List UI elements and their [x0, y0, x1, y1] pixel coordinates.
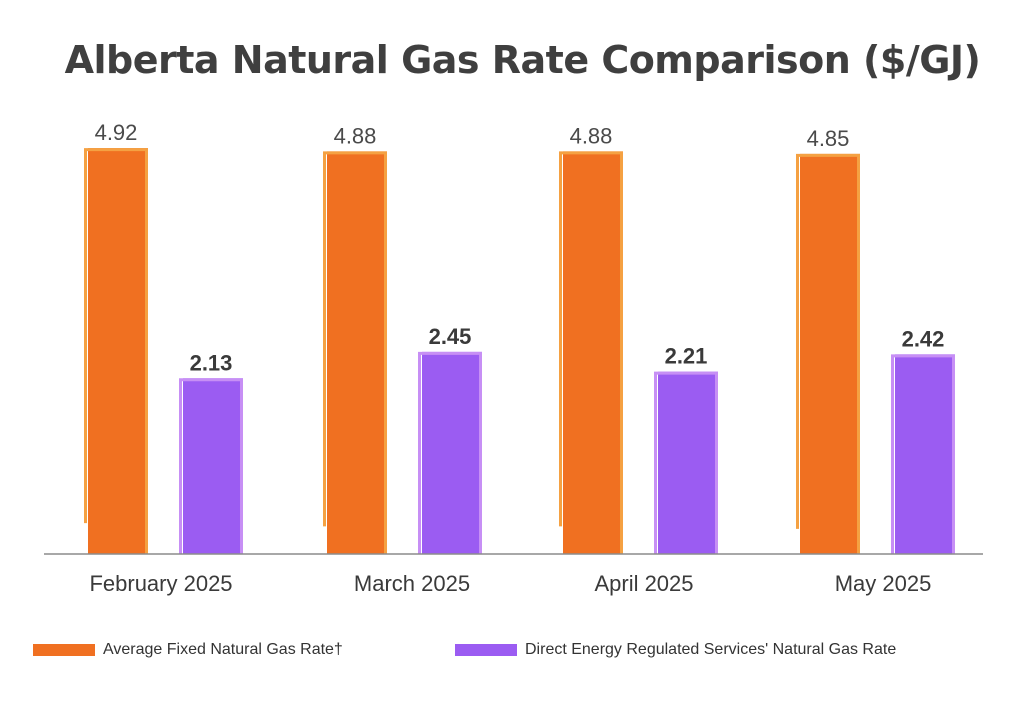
bar-edge-fixed-rate-may-2025	[796, 153, 860, 554]
legend-swatch-fixed-rate	[33, 644, 95, 656]
bar-fill-regulated-rate-may-2025	[895, 354, 955, 554]
x-tick-label-april-2025: April 2025	[594, 571, 693, 596]
bar-fill-fixed-rate-may-2025	[800, 153, 860, 554]
bar-edge-fixed-rate-february-2025	[84, 148, 148, 554]
data-label-regulated-rate-march-2025: 2.45	[429, 324, 472, 349]
data-label-fixed-rate-february-2025: 4.92	[95, 120, 138, 145]
data-label-fixed-rate-april-2025: 4.88	[570, 123, 613, 148]
bar-regulated-rate-february-2025	[179, 378, 243, 554]
data-label-regulated-rate-may-2025: 2.42	[902, 326, 945, 351]
bar-edge-regulated-rate-february-2025	[179, 378, 243, 554]
legend-label-regulated-rate: Direct Energy Regulated Services' Natura…	[525, 641, 897, 658]
bar-fill-regulated-rate-april-2025	[658, 371, 718, 554]
bar-fixed-rate-may-2025	[796, 153, 860, 554]
legend-swatch-regulated-rate	[455, 644, 517, 656]
data-label-regulated-rate-april-2025: 2.21	[665, 344, 708, 369]
bar-edge-regulated-rate-march-2025	[418, 351, 482, 554]
x-tick-label-february-2025: February 2025	[89, 571, 232, 596]
data-label-regulated-rate-february-2025: 2.13	[190, 350, 233, 375]
bar-fill-fixed-rate-february-2025	[88, 148, 148, 554]
bar-fill-regulated-rate-march-2025	[422, 351, 482, 554]
x-tick-label-may-2025: May 2025	[835, 571, 932, 596]
chart-title: Alberta Natural Gas Rate Comparison ($/G…	[64, 38, 981, 82]
bar-regulated-rate-march-2025	[418, 351, 482, 554]
labels-layer: 4.92 4.88 4.88 4.85 2.13 2.45 2.21 2.42 February…	[89, 120, 944, 596]
legend-item-fixed-rate: Average Fixed Natural Gas Rate†	[33, 641, 343, 659]
bar-regulated-rate-may-2025	[891, 354, 955, 554]
data-label-fixed-rate-may-2025: 4.85	[807, 126, 850, 151]
bars-layer	[84, 148, 955, 554]
bar-fill-regulated-rate-february-2025	[183, 378, 243, 554]
data-label-fixed-rate-march-2025: 4.88	[334, 123, 377, 148]
bar-fill-fixed-rate-march-2025	[327, 151, 387, 554]
bar-edge-fixed-rate-march-2025	[323, 151, 387, 554]
legend-item-regulated-rate: Direct Energy Regulated Services' Natura…	[455, 641, 896, 659]
bar-edge-fixed-rate-april-2025	[559, 151, 623, 554]
bar-fixed-rate-march-2025	[323, 151, 387, 554]
bar-fixed-rate-april-2025	[559, 151, 623, 554]
bar-edge-regulated-rate-may-2025	[891, 354, 955, 554]
x-tick-label-march-2025: March 2025	[354, 571, 470, 596]
bar-fixed-rate-february-2025	[84, 148, 148, 554]
legend-label-fixed-rate: Average Fixed Natural Gas Rate†	[103, 641, 343, 658]
bar-fill-fixed-rate-april-2025	[563, 151, 623, 554]
bar-regulated-rate-april-2025	[654, 371, 718, 554]
bar-edge-regulated-rate-april-2025	[654, 371, 718, 554]
